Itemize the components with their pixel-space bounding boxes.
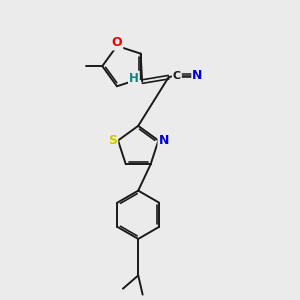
Text: C: C: [173, 71, 181, 81]
Text: O: O: [112, 37, 122, 50]
Text: N: N: [158, 134, 169, 147]
Text: S: S: [108, 134, 117, 147]
Text: N: N: [192, 69, 203, 82]
Text: H: H: [129, 72, 139, 85]
